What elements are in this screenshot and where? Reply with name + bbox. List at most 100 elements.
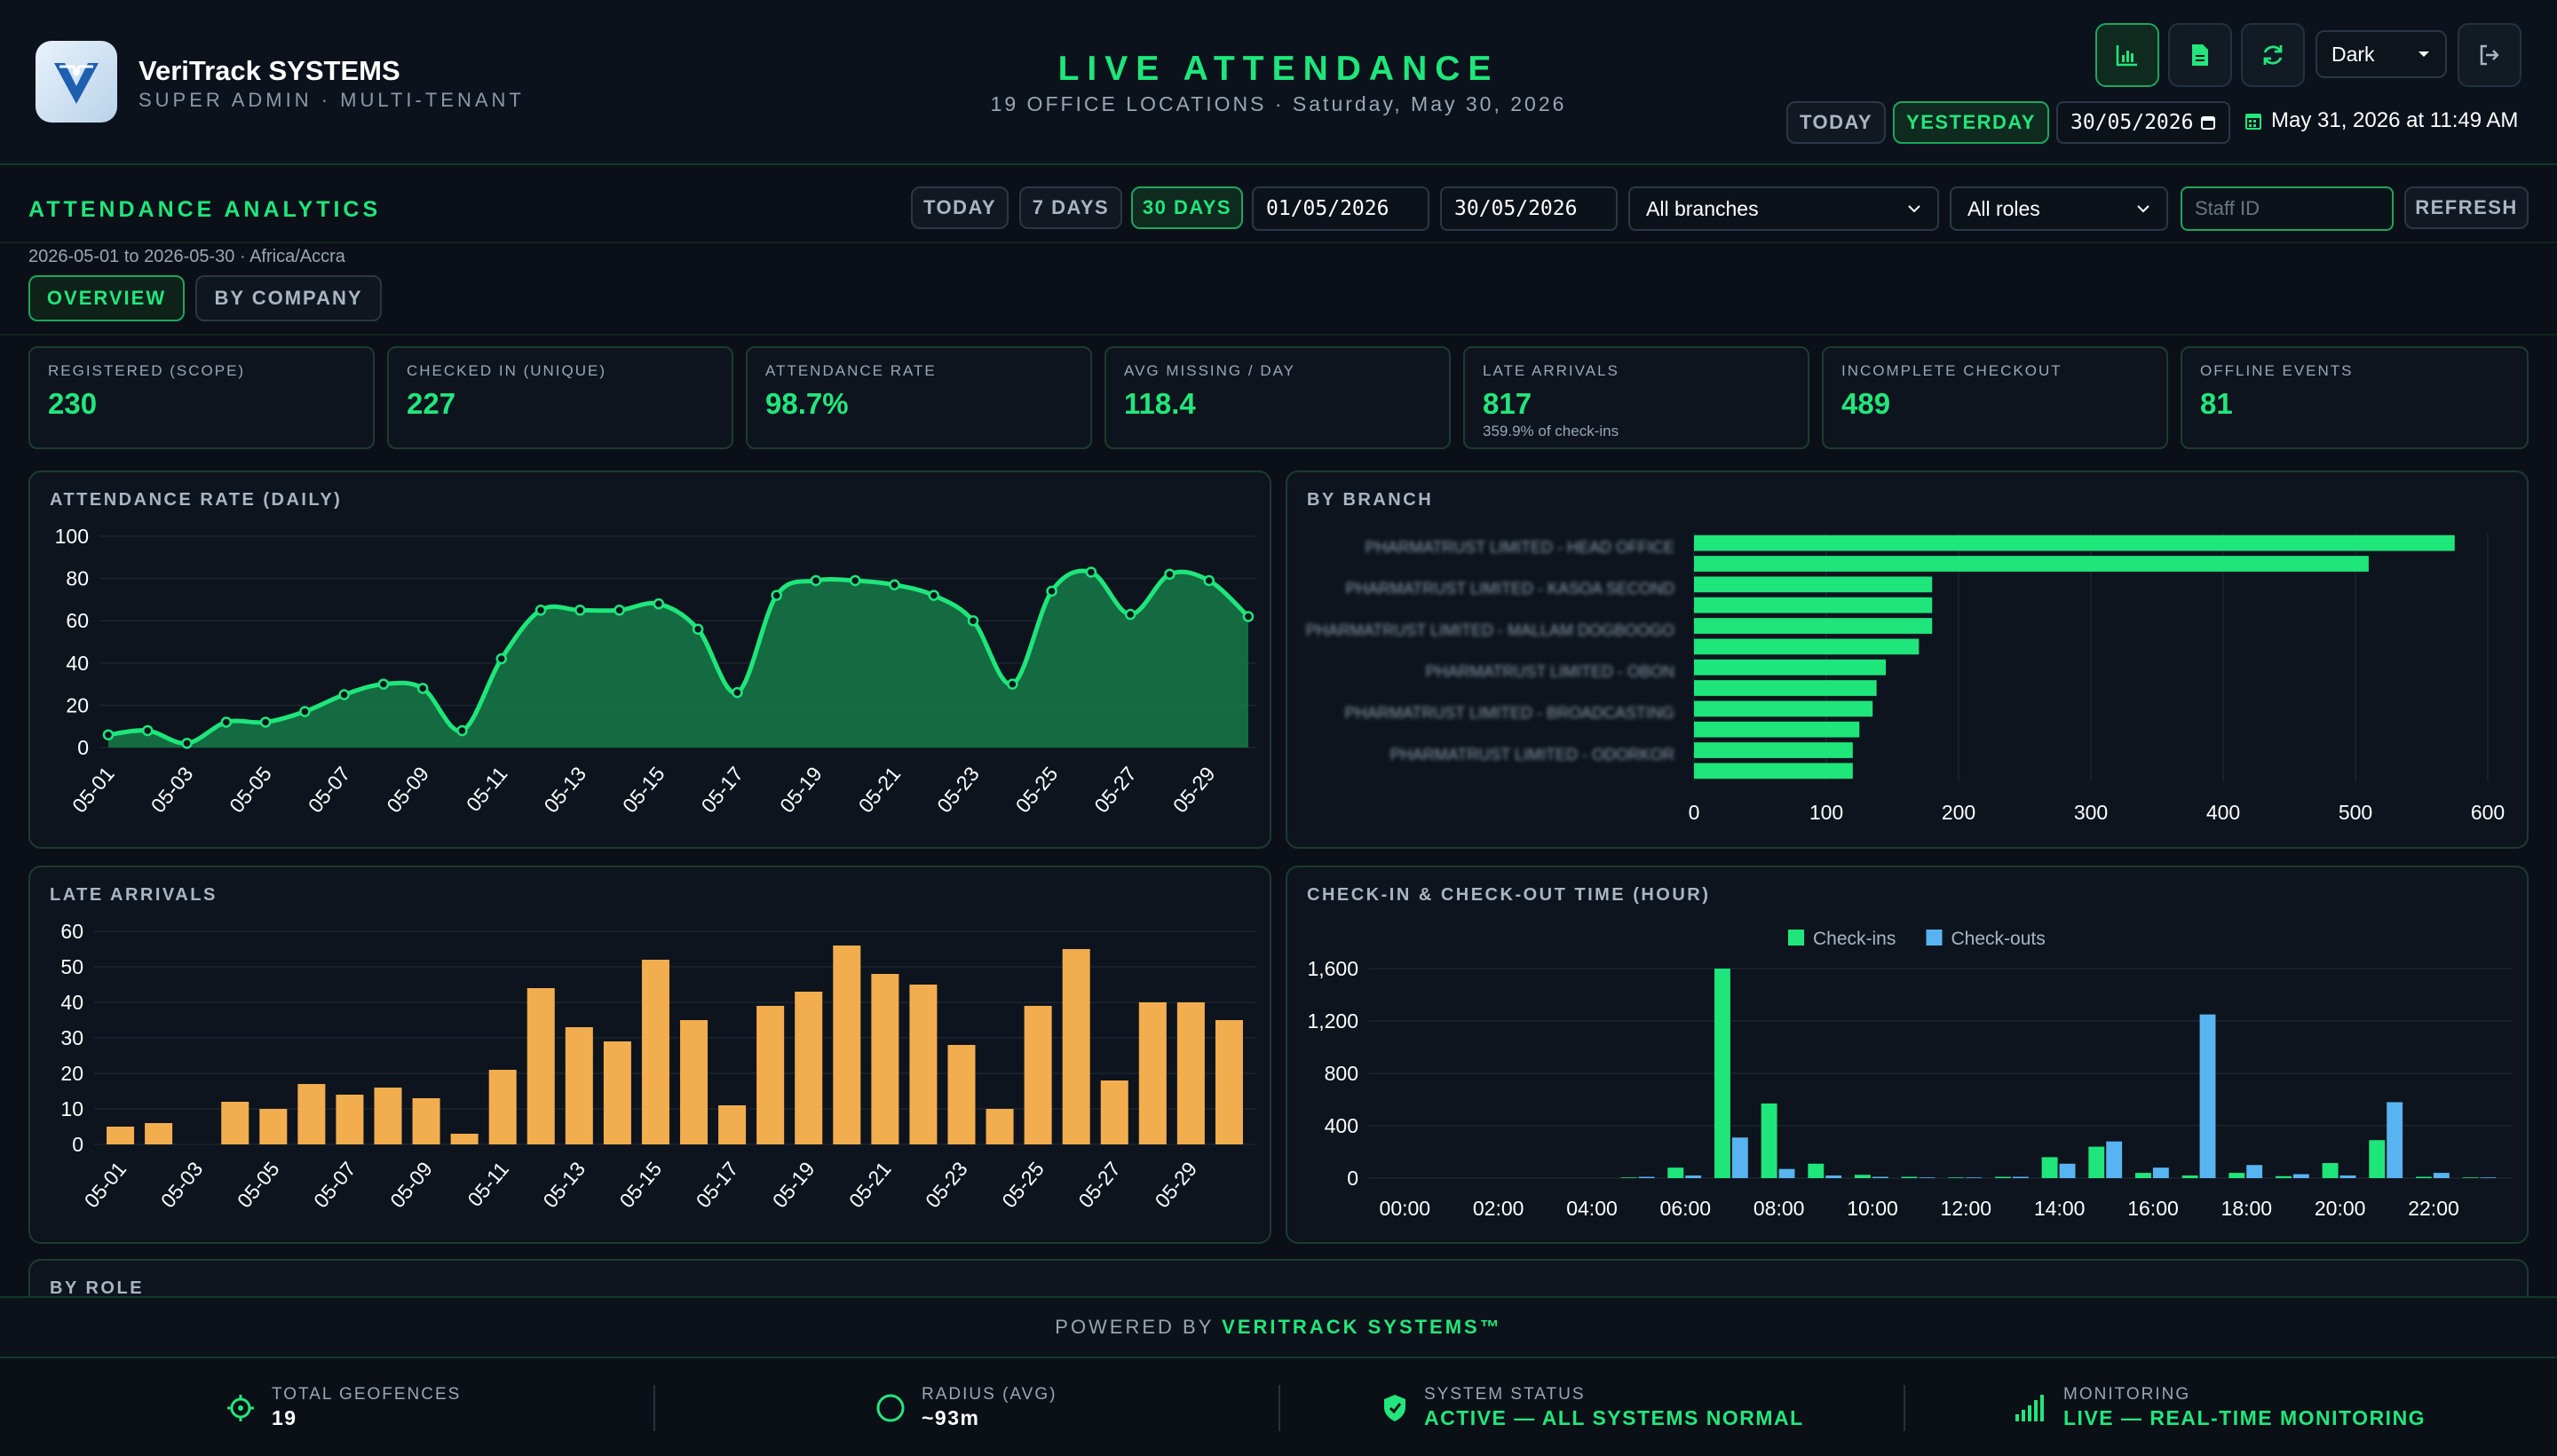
- attendance-point: [1242, 611, 1255, 622]
- late-arrivals-bar: [833, 946, 861, 1144]
- x-tick-label: 05-17: [692, 1158, 743, 1213]
- range-30-days-button[interactable]: 30 DAYS: [1131, 186, 1243, 229]
- header-today-button[interactable]: TODAY: [1786, 101, 1886, 144]
- chart-view-button[interactable]: [2095, 23, 2159, 87]
- theme-value: Dark: [2331, 42, 2375, 66]
- late-arrivals-bar: [680, 1020, 709, 1144]
- attendance-point: [574, 605, 586, 616]
- kpi-value: 81: [2200, 387, 2233, 420]
- branch-bar: [1694, 556, 2369, 572]
- kpi-attendance-rate: ATTENDANCE RATE 98.7%: [746, 346, 1092, 449]
- x-tick-label: 400: [2206, 801, 2240, 824]
- from-date-input[interactable]: 01/05/2026: [1252, 186, 1429, 231]
- branch-label: PHARMATRUST LIMITED - KASOA SECOND: [1346, 580, 1674, 597]
- refresh-button[interactable]: [2241, 23, 2305, 87]
- to-date-input[interactable]: 30/05/2026: [1440, 186, 1618, 231]
- powered-brand: VERITRACK SYSTEMS™: [1222, 1316, 1502, 1338]
- app-subtitle: SUPER ADMIN · MULTI-TENANT: [139, 89, 525, 111]
- x-tick-label: 14:00: [2034, 1197, 2086, 1220]
- late-arrivals-bar: [986, 1109, 1014, 1144]
- hour-bar-checkout: [1825, 1175, 1842, 1178]
- late-arrivals-bar: [1062, 949, 1090, 1144]
- kpi-label: REGISTERED (SCOPE): [48, 362, 246, 379]
- x-tick-label: 05-29: [1168, 763, 1220, 818]
- stat-value: ACTIVE — ALL SYSTEMS NORMAL: [1424, 1406, 1804, 1429]
- y-tick-label: 20: [60, 1062, 83, 1085]
- hour-bar-checkout: [1872, 1176, 1888, 1178]
- hour-bar-checkout: [2012, 1176, 2029, 1178]
- branch-bar: [1694, 618, 1933, 634]
- branch-bar: [1694, 534, 2455, 551]
- hour-bar-checkin: [2181, 1175, 2198, 1178]
- stat-label: RADIUS (AVG): [922, 1385, 1057, 1404]
- header-yesterday-button[interactable]: YESTERDAY: [1893, 101, 2049, 144]
- y-tick-label: 0: [77, 736, 89, 759]
- y-tick-label: 60: [60, 920, 83, 943]
- staff-id-input[interactable]: [2181, 186, 2394, 231]
- kpi-registered: REGISTERED (SCOPE) 230: [28, 346, 375, 449]
- hour-bar-checkout: [1685, 1175, 1702, 1178]
- tab-overview[interactable]: OVERVIEW: [28, 275, 185, 321]
- page-subtitle: 19 OFFICE LOCATIONS · Saturday, May 30, …: [990, 92, 1567, 115]
- role-filter-select[interactable]: All roles: [1950, 186, 2168, 231]
- range-7-days-button[interactable]: 7 DAYS: [1019, 186, 1122, 229]
- late-arrivals-bar: [259, 1109, 288, 1144]
- from-date-value: 01/05/2026: [1266, 197, 1389, 220]
- y-tick-label: 0: [72, 1133, 83, 1156]
- kpi-checked-in: CHECKED IN (UNIQUE) 227: [387, 346, 733, 449]
- hour-bar-checkout: [2339, 1175, 2356, 1178]
- late-arrivals-bar: [221, 1102, 249, 1144]
- powered-prefix: POWERED BY: [1055, 1316, 1215, 1338]
- late-arrivals-bar: [1100, 1080, 1128, 1144]
- header-date-input[interactable]: 30/05/2026: [2056, 101, 2230, 144]
- branch-bar: [1694, 763, 1853, 779]
- late-arrivals-bar: [756, 1006, 785, 1144]
- x-tick-label: 05-17: [697, 763, 748, 818]
- stat-value: LIVE — REAL-TIME MONITORING: [2063, 1406, 2426, 1429]
- checkin-checkout-chart: 0 400 800 1,200 1,600 00:00 02:00 04:00 06:00 08:…: [1307, 929, 2513, 1220]
- status-bar: TOTAL GEOFENCES 19 RADIUS (AVG) ~93m SYS…: [0, 1358, 2557, 1456]
- date-range-text: 2026-05-01 to 2026-05-30 · Africa/Accra: [28, 247, 345, 266]
- x-tick-label: 05-29: [1150, 1158, 1201, 1213]
- x-tick-label: 600: [2471, 801, 2505, 824]
- legend-label: Check-ins: [1813, 929, 1896, 949]
- branch-bar: [1694, 742, 1853, 758]
- refresh-data-button[interactable]: REFRESH: [2404, 186, 2529, 229]
- hour-bar-checkin: [2041, 1157, 2058, 1178]
- y-tick-label: 1,200: [1307, 1009, 1358, 1033]
- late-arrivals-bar: [336, 1095, 364, 1144]
- attendance-point: [889, 579, 900, 590]
- attendance-point: [614, 605, 625, 616]
- card-title: BY BRANCH: [1307, 490, 1434, 510]
- powered-by-bar: POWERED BY VERITRACK SYSTEMS™: [0, 1296, 2557, 1358]
- y-tick-label: 1,600: [1307, 957, 1358, 980]
- tabs-divider: [0, 334, 2557, 336]
- x-tick-label: 05-21: [854, 763, 906, 818]
- hour-bar-checkin: [1761, 1103, 1777, 1178]
- y-tick-label: 60: [66, 609, 89, 632]
- hour-bar-checkout: [2152, 1167, 2169, 1178]
- hour-bar-checkout: [1731, 1137, 1748, 1178]
- x-tick-label: 05-09: [385, 1158, 437, 1213]
- theme-select[interactable]: Dark: [2316, 30, 2447, 78]
- x-tick-label: 05-01: [80, 1158, 131, 1213]
- late-arrivals-bar: [1215, 1020, 1243, 1144]
- logout-button[interactable]: [2458, 23, 2521, 87]
- hour-bar-checkout: [2199, 1014, 2216, 1178]
- branch-filter-select[interactable]: All branches: [1628, 186, 1939, 231]
- x-tick-label: 12:00: [1941, 1197, 1992, 1220]
- legend-swatch: [1788, 930, 1804, 946]
- hour-bar-checkin: [2322, 1163, 2339, 1178]
- attendance-rate-card: ATTENDANCE RATE (DAILY) 0 20 40 60 80 100 05-0…: [28, 471, 1271, 849]
- x-tick-label: 05-05: [233, 1158, 284, 1213]
- stat-monitoring: MONITORING LIVE — REAL-TIME MONITORING: [2014, 1385, 2426, 1430]
- hour-bar-checkout: [1778, 1168, 1795, 1178]
- range-today-button[interactable]: TODAY: [911, 186, 1009, 229]
- chevron-down-icon: [2418, 51, 2429, 57]
- report-button[interactable]: [2168, 23, 2232, 87]
- header-date-value: 30/05/2026: [2070, 111, 2194, 134]
- tab-by-company[interactable]: BY COMPANY: [195, 275, 382, 321]
- hour-bar-checkin: [2415, 1176, 2432, 1178]
- hour-bar-checkin: [2462, 1177, 2479, 1178]
- stat-value: 19: [272, 1406, 297, 1429]
